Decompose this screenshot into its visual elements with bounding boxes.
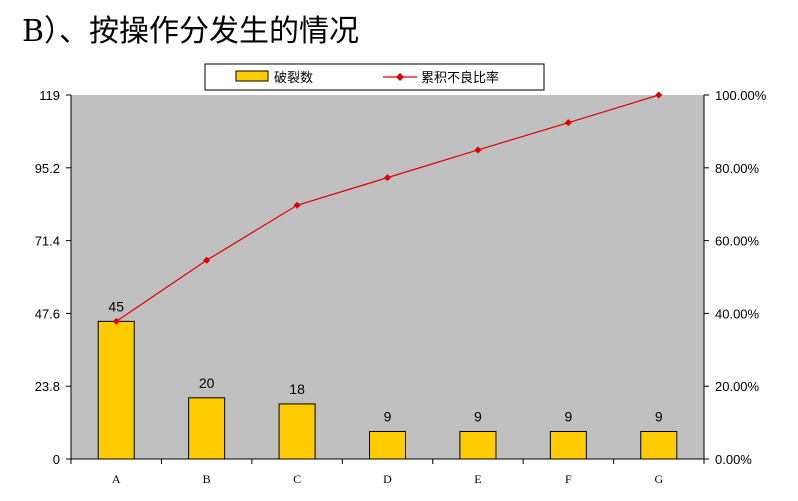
right-tick-label: 40.00%	[715, 306, 760, 321]
right-tick-label: 0.00%	[715, 452, 752, 467]
category-label: F	[565, 472, 572, 486]
bar	[97, 320, 135, 460]
page-heading: B）、按操作分发生的情况	[22, 14, 360, 49]
category-label: B	[203, 472, 211, 486]
left-tick-label: 119	[39, 88, 60, 103]
left-tick-label: 95.2	[35, 161, 60, 176]
data-label: 9	[655, 408, 663, 424]
data-label: 20	[199, 375, 215, 391]
line-point	[293, 201, 301, 209]
category-label: D	[383, 472, 392, 486]
right-tick-label: 100.00%	[715, 88, 767, 103]
chart-legend: 破裂数 累积不良比率	[204, 63, 545, 91]
line-point	[564, 119, 572, 127]
left-tick-label: 23.8	[35, 379, 60, 394]
line-point	[655, 91, 663, 99]
category-label: G	[654, 472, 663, 486]
legend-line-label: 累积不良比率	[421, 70, 499, 86]
legend-line-marker	[396, 73, 404, 81]
line-point	[203, 256, 211, 264]
legend-bar-swatch	[235, 70, 269, 82]
data-label: 18	[289, 381, 305, 397]
bar	[640, 430, 678, 460]
plot-area	[71, 95, 704, 459]
left-tick-label: 71.4	[35, 234, 60, 249]
left-tick-label: 0	[53, 452, 60, 467]
data-label: 45	[108, 298, 124, 314]
line-point	[384, 174, 391, 182]
data-label: 9	[384, 408, 392, 424]
category-label: A	[112, 472, 121, 486]
data-label: 9	[564, 408, 572, 424]
bar	[459, 430, 497, 460]
legend-bar-label: 破裂数	[274, 71, 313, 86]
right-tick-label: 80.00%	[715, 161, 760, 176]
bar	[278, 403, 316, 460]
category-label: E	[474, 472, 481, 486]
bar	[188, 397, 226, 460]
bar	[549, 430, 587, 460]
line-point	[112, 317, 120, 325]
right-tick-label: 20.00%	[715, 379, 760, 394]
right-tick-label: 60.00%	[715, 234, 760, 249]
line-point	[474, 146, 482, 154]
bar	[369, 430, 406, 460]
category-label: C	[293, 472, 301, 486]
data-label: 9	[474, 408, 482, 424]
left-tick-label: 47.6	[35, 306, 60, 321]
